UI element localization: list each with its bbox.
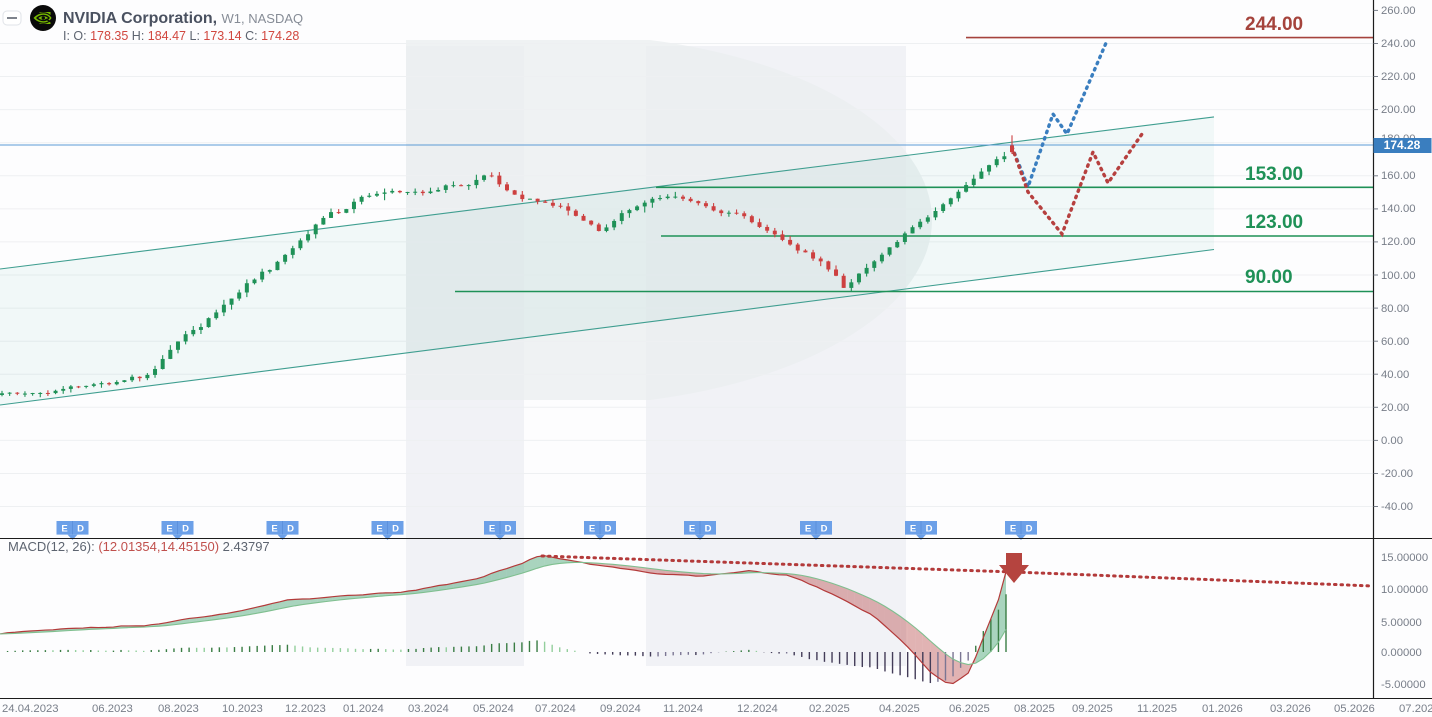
svg-text:E: E: [271, 524, 277, 535]
svg-text:11.2024: 11.2024: [663, 703, 703, 715]
svg-text:D: D: [182, 524, 189, 535]
svg-text:E: E: [1010, 524, 1016, 535]
svg-text:D: D: [287, 524, 294, 535]
svg-text:10.00000: 10.00000: [1381, 584, 1428, 596]
svg-text:05.2026: 05.2026: [1334, 703, 1375, 715]
svg-text:10.2023: 10.2023: [222, 703, 263, 715]
svg-text:174.28: 174.28: [1384, 138, 1421, 152]
svg-text:0.00000: 0.00000: [1381, 647, 1422, 659]
svg-text:0.00: 0.00: [1381, 435, 1403, 447]
svg-text:-20.00: -20.00: [1381, 468, 1413, 480]
svg-text:11.2025: 11.2025: [1137, 703, 1177, 715]
svg-text:240.00: 240.00: [1381, 38, 1416, 50]
svg-text:60.00: 60.00: [1381, 336, 1409, 348]
svg-text:24.04.2023: 24.04.2023: [2, 703, 59, 715]
svg-text:MACD(12, 26): (12.01354,14.451: MACD(12, 26): (12.01354,14.45150) 2.4379…: [8, 539, 270, 554]
svg-text:NVIDIA Corporation, W1, NASDAQ: NVIDIA Corporation, W1, NASDAQ: [63, 10, 303, 27]
svg-text:01.2026: 01.2026: [1202, 703, 1243, 715]
svg-text:03.2024: 03.2024: [408, 703, 449, 715]
svg-text:08.2023: 08.2023: [158, 703, 199, 715]
svg-text:123.00: 123.00: [1245, 212, 1303, 233]
svg-text:40.00: 40.00: [1381, 369, 1409, 381]
svg-text:220.00: 220.00: [1381, 71, 1416, 83]
svg-text:80.00: 80.00: [1381, 303, 1409, 315]
svg-text:D: D: [1026, 524, 1033, 535]
svg-text:09.2025: 09.2025: [1072, 703, 1113, 715]
svg-text:D: D: [821, 524, 828, 535]
svg-text:D: D: [77, 524, 84, 535]
svg-text:12.2023: 12.2023: [285, 703, 326, 715]
svg-text:01.2024: 01.2024: [343, 703, 384, 715]
svg-text:244.00: 244.00: [1245, 14, 1303, 35]
svg-text:06.2025: 06.2025: [949, 703, 990, 715]
svg-text:D: D: [392, 524, 399, 535]
svg-text:15.00000: 15.00000: [1381, 552, 1428, 564]
svg-text:05.2024: 05.2024: [473, 703, 514, 715]
svg-text:90.00: 90.00: [1245, 267, 1293, 288]
svg-text:E: E: [805, 524, 811, 535]
svg-text:E: E: [589, 524, 595, 535]
svg-text:D: D: [505, 524, 512, 535]
svg-text:E: E: [489, 524, 495, 535]
svg-text:09.2024: 09.2024: [600, 703, 641, 715]
svg-text:20.00: 20.00: [1381, 402, 1409, 414]
svg-text:200.00: 200.00: [1381, 104, 1416, 116]
svg-text:140.00: 140.00: [1381, 203, 1416, 215]
svg-text:5.00000: 5.00000: [1381, 617, 1422, 629]
svg-text:E: E: [61, 524, 67, 535]
svg-text:02.2025: 02.2025: [809, 703, 850, 715]
svg-text:06.2023: 06.2023: [92, 703, 133, 715]
svg-text:260.00: 260.00: [1381, 5, 1416, 17]
svg-text:100.00: 100.00: [1381, 270, 1416, 282]
svg-text:07.2026: 07.2026: [1399, 703, 1432, 715]
svg-text:120.00: 120.00: [1381, 236, 1416, 248]
svg-text:12.2024: 12.2024: [737, 703, 778, 715]
svg-text:03.2026: 03.2026: [1270, 703, 1311, 715]
svg-text:E: E: [166, 524, 172, 535]
svg-text:D: D: [926, 524, 933, 535]
svg-text:08.2025: 08.2025: [1014, 703, 1055, 715]
svg-text:E: E: [376, 524, 382, 535]
svg-text:160.00: 160.00: [1381, 170, 1416, 182]
svg-text:-40.00: -40.00: [1381, 501, 1413, 513]
svg-text:D: D: [605, 524, 612, 535]
svg-text:I: O: 178.35 H: 184.47 L: 17: I: O: 178.35 H: 184.47 L: 173.14 C: 174.…: [63, 29, 299, 43]
svg-text:153.00: 153.00: [1245, 164, 1303, 185]
svg-text:D: D: [705, 524, 712, 535]
svg-text:E: E: [910, 524, 916, 535]
svg-text:-5.00000: -5.00000: [1381, 679, 1426, 691]
svg-text:E: E: [689, 524, 695, 535]
svg-text:07.2024: 07.2024: [535, 703, 576, 715]
svg-text:04.2025: 04.2025: [879, 703, 920, 715]
